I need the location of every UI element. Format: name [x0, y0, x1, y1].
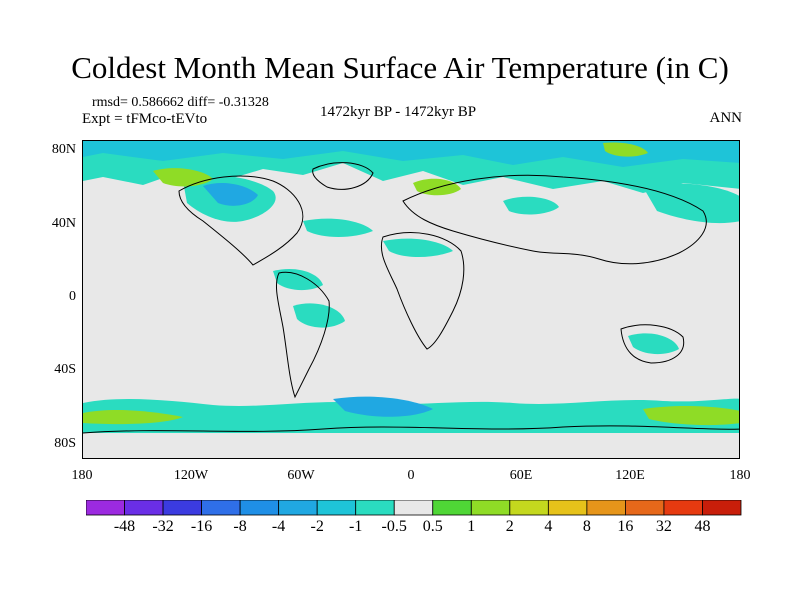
experiment-label: Expt = tFMco-tEVto [82, 111, 208, 127]
colorbar-label: 4 [544, 518, 553, 535]
eurasia-coast [402, 174, 707, 265]
colorbar-box [124, 500, 164, 516]
colorbar-box [355, 500, 395, 516]
rmsd-diff-stats: rmsd= 0.586662 diff= -0.31328 [92, 95, 269, 110]
antarctica-neutral [83, 433, 739, 458]
south-atlantic-deep-cool [333, 396, 433, 417]
lat-label-80s: 80S [54, 436, 76, 451]
south-indian-warm-patch [643, 405, 739, 426]
colorbar-box [509, 500, 549, 516]
lat-label-40s: 40S [54, 362, 76, 377]
colorbar-box [239, 500, 280, 516]
colorbar-label: -0.5 [381, 518, 407, 535]
colorbar-label: 1 [467, 518, 476, 535]
colorbar-box [278, 500, 318, 516]
colorbar-box [547, 500, 588, 516]
arctic-deeper-cool-region [83, 141, 739, 167]
colorbar-label: 48 [694, 518, 711, 535]
period-label: 1472kyr BP - 1472kyr BP [320, 104, 477, 120]
colorbar-box [432, 500, 472, 516]
colorbar-box [702, 500, 742, 516]
colorbar-label: -1 [349, 518, 363, 535]
colorbar-label: 0.5 [422, 518, 443, 535]
africa-coast [381, 232, 465, 350]
colorbar-box [470, 500, 511, 516]
south-america-coast [276, 271, 330, 399]
colorbar-box [201, 500, 241, 516]
antarctica-coast [83, 425, 739, 434]
colorbar-label: -8 [233, 518, 247, 535]
colorbar-box [625, 500, 665, 516]
north-africa-cool-patch [383, 238, 453, 257]
colorbar-label: -2 [310, 518, 324, 535]
australia-cool-patch [628, 333, 679, 355]
north-america-deep-cool-region [203, 182, 258, 206]
lon-label-0: 0 [407, 468, 415, 483]
colorbar-label: -48 [113, 518, 136, 535]
tropical-atlantic-cool-patch [273, 268, 323, 291]
atlantic-cool-patch [303, 218, 373, 237]
lon-label-120e: 120E [615, 468, 645, 483]
colorbar-box [663, 500, 703, 516]
lat-label-80n: 80N [51, 142, 76, 157]
colorbar-box [162, 500, 202, 516]
lon-label-60w: 60W [287, 468, 315, 483]
colorbar-label: 16 [617, 518, 634, 535]
lon-label-60e: 60E [509, 468, 533, 483]
greenland-coast [312, 162, 374, 190]
colorbar [86, 500, 742, 516]
season-label: ANN [709, 110, 743, 126]
lat-label-40n: 40N [51, 216, 76, 231]
colorbar-box [586, 500, 626, 516]
lon-label-180w: 180 [71, 468, 93, 483]
south-pacific-warm-patch [83, 410, 183, 425]
lon-label-120w: 120W [173, 468, 209, 483]
colorbar-label: -32 [152, 518, 174, 535]
colorbar-label: -16 [190, 518, 213, 535]
map-canvas [83, 141, 739, 458]
colorbar-label: -4 [271, 518, 286, 535]
east-asia-cool-region [643, 183, 739, 224]
siberia-warm-region [603, 142, 648, 157]
australia-coast [620, 324, 685, 364]
lat-label-0: 0 [69, 289, 76, 304]
coastlines [83, 162, 739, 434]
map-title: Coldest Month Mean Surface Air Temperatu… [71, 50, 729, 85]
north-america-coast [178, 175, 304, 266]
colorbar-label: 32 [655, 518, 672, 535]
alaska-warm-region [153, 168, 213, 187]
south-america-cool-patch [293, 303, 345, 328]
colorbar-box [393, 500, 434, 516]
temperature-difference-map [82, 140, 740, 459]
lon-label-180e: 180 [729, 468, 751, 483]
colorbar-box [316, 500, 357, 516]
colorbar-label: 8 [582, 518, 591, 535]
colorbar-label: 2 [505, 518, 514, 535]
central-asia-cool-region [503, 196, 559, 215]
colorbar-box [86, 500, 125, 516]
